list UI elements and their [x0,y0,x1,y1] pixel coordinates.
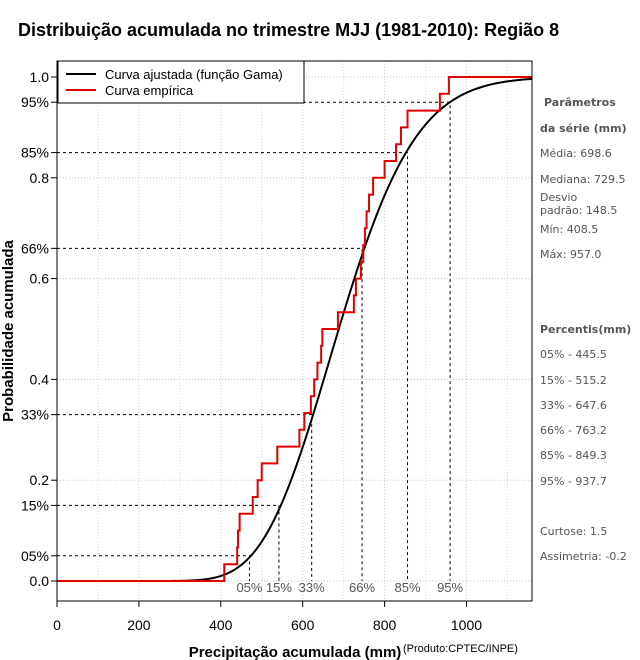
x-tick-label-1000: 1000 [451,617,482,633]
y-tick-label-95%: 95% [21,94,49,110]
y-tick-label-0.6: 0.6 [30,271,50,287]
credit-text: (Produto:CPTEC/INPE) [403,643,518,655]
y-tick-label-15%: 15% [21,497,49,513]
side-panel: Parâmetros da série (mm) Média: 698.6 Me… [540,96,631,563]
x-tick-label-0: 0 [53,617,61,633]
y-tick-label-05%: 05% [21,548,49,564]
y-tick-label-85%: 85% [21,145,49,161]
percentil-85: 85% - 849.3 [540,449,607,462]
x-tick-label-800: 800 [373,617,397,633]
percentile-label-85%: 85% [395,580,421,595]
params-title-2: da série (mm) [540,122,627,135]
chart-title: Distribuição acumulada no trimestre MJJ … [18,20,559,40]
stat-desvio-2: padrão: 148.5 [540,204,617,217]
stat-media: Média: 698.6 [540,147,612,160]
y-tick-label-66%: 66% [21,240,49,256]
percentile-guide-05% [57,555,250,581]
y-axis: 1.0 95% 85% 0.8 66% 0.6 0.4 33% 0.2 15% 05% 0.0 [21,69,57,589]
percentile-guides [57,101,451,581]
stat-desvio-1: Desvio [540,191,578,204]
curtose-text: Curtose: 1.5 [540,525,607,538]
percentil-95: 95% - 937.7 [540,475,607,488]
x-axis: 0 200 400 600 800 1000 [53,601,482,633]
legend: Curva ajustada (função Gama) Curva empír… [57,60,305,104]
gamma-fit-line [57,77,533,582]
percentile-guide-85% [57,152,409,581]
plot-frame [56,60,533,602]
stat-mediana: Mediana: 729.5 [540,173,625,186]
params-title-1: Parâmetros [544,96,616,109]
empirical-step-line [57,76,532,582]
percentile-guide-15% [57,504,280,581]
y-tick-label-0.0: 0.0 [30,573,50,589]
legend-box [57,60,305,104]
x-tick-label-200: 200 [127,617,151,633]
stat-max: Máx: 957.0 [540,248,601,261]
legend-gamma-label: Curva ajustada (função Gama) [105,67,283,82]
grid-lines [56,61,532,601]
y-tick-label-0.8: 0.8 [30,170,50,186]
percentile-guide-33% [57,414,313,581]
percentile-label-95%: 95% [437,580,463,595]
y-tick-label-0.4: 0.4 [30,371,50,387]
assimetria-text: Assimetria: -0.2 [540,550,627,563]
legend-empirical-label: Curva empírica [105,83,194,98]
percentile-label-05%: 05% [236,580,262,595]
x-axis-title: Precipitação acumulada (mm) [189,644,402,660]
percentil-66: 66% - 763.2 [540,424,607,437]
y-tick-label-33%: 33% [21,407,49,423]
percentile-label-33%: 33% [299,580,325,595]
percentil-33: 33% - 647.6 [540,399,607,412]
percentil-05: 05% - 445.5 [540,348,607,361]
percentile-labels: 05% 15% 33% 66% 85% 95% [236,580,463,595]
x-tick-label-600: 600 [291,617,315,633]
y-tick-label-0.2: 0.2 [30,472,50,488]
percentile-label-66%: 66% [349,580,375,595]
x-tick-label-400: 400 [209,617,233,633]
y-axis-title: Probabilidade acumulada [0,239,17,421]
stat-min: Mín: 408.5 [540,223,598,236]
y-tick-label-1.0: 1.0 [30,69,50,85]
percentis-title: Percentis(mm) [540,323,631,336]
percentil-15: 15% - 515.2 [540,374,607,387]
percentile-label-15%: 15% [266,580,292,595]
